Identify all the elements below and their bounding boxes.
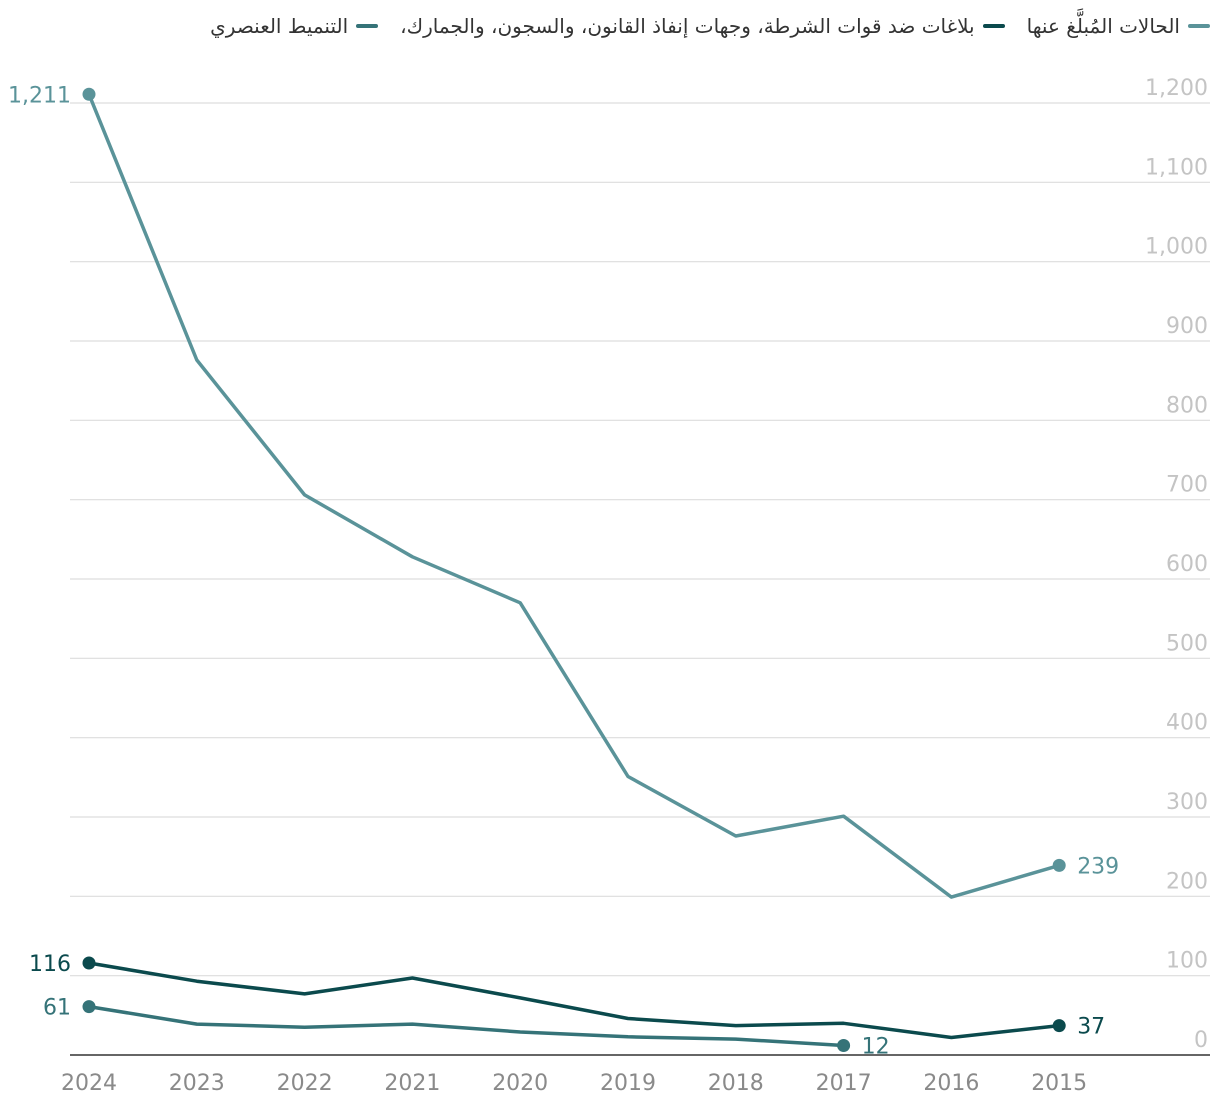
series-line-2 — [87, 961, 1061, 1040]
legend-swatch — [356, 24, 379, 28]
x-tick-label: 2019 — [600, 1071, 656, 1096]
data-label: 116 — [29, 952, 71, 977]
y-tick-label: 900 — [1166, 314, 1208, 339]
y-tick-label: 1,100 — [1145, 155, 1208, 180]
y-tick-label: 200 — [1166, 869, 1208, 894]
series-point-3 — [837, 1038, 851, 1052]
data-label: 239 — [1077, 854, 1119, 879]
data-label: 1,211 — [8, 83, 71, 108]
data-label: 37 — [1077, 1015, 1105, 1040]
y-tick-label: 1,000 — [1145, 235, 1208, 260]
legend-label: الحالات المُبلَّغ عنها — [1026, 14, 1180, 38]
series-line-1 — [87, 92, 1061, 899]
x-tick-label: 2023 — [169, 1071, 225, 1096]
x-tick-label: 2022 — [277, 1071, 333, 1096]
legend-item: الحالات المُبلَّغ عنها — [1027, 14, 1210, 38]
legend: الحالات المُبلَّغ عنها بلاغات ضد قوات الش… — [210, 14, 1210, 38]
data-label: 61 — [43, 996, 71, 1021]
legend-item: التنميط العنصري — [210, 14, 379, 38]
legend-label: التنميط العنصري — [210, 14, 349, 38]
series-point-2 — [1052, 1019, 1066, 1033]
y-tick-label: 400 — [1166, 711, 1208, 736]
x-tick-label: 2021 — [384, 1071, 440, 1096]
y-tick-label: 700 — [1166, 473, 1208, 498]
y-tick-label: 800 — [1166, 393, 1208, 418]
x-tick-label: 2016 — [923, 1071, 979, 1096]
x-tick-label: 2018 — [708, 1071, 764, 1096]
y-tick-label: 300 — [1166, 790, 1208, 815]
x-tick-label: 2024 — [61, 1071, 117, 1096]
data-label: 12 — [862, 1034, 890, 1059]
legend-swatch — [982, 24, 1005, 28]
y-tick-label: 100 — [1166, 949, 1208, 974]
y-tick-label: 500 — [1166, 631, 1208, 656]
series-line-3 — [87, 1004, 846, 1048]
legend-item: بلاغات ضد قوات الشرطة، وجهات إنفاذ القان… — [400, 14, 1005, 38]
x-tick-label: 2015 — [1031, 1071, 1087, 1096]
x-tick-label: 2017 — [816, 1071, 872, 1096]
series-point-2 — [82, 956, 96, 970]
legend-swatch — [1188, 24, 1210, 28]
series-point-1 — [1052, 858, 1066, 872]
y-tick-label: 0 — [1194, 1028, 1208, 1053]
y-tick-label: 600 — [1166, 552, 1208, 577]
y-tick-label: 1,200 — [1145, 76, 1208, 101]
legend-label: بلاغات ضد قوات الشرطة، وجهات إنفاذ القان… — [400, 14, 975, 38]
series-point-3 — [82, 1000, 96, 1014]
series-point-1 — [82, 87, 96, 101]
x-tick-label: 2020 — [492, 1071, 548, 1096]
